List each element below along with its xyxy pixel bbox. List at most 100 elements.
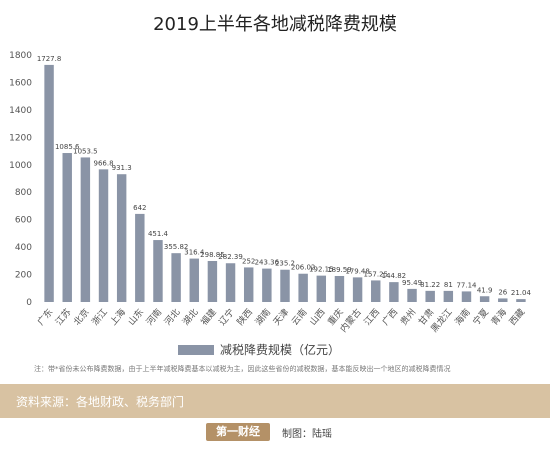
x-tick-label: 江西 xyxy=(362,307,382,328)
footer: 第一财经 制图：陆瑶 xyxy=(0,418,550,449)
logo: 第一财经 xyxy=(206,423,270,441)
bar xyxy=(116,174,127,302)
footnote: 注：带*省份未公布降费数据，由于上半年减税降费基本以减税为主，因此这些省份的减税… xyxy=(34,365,451,373)
chart-title: 2019上半年各地减税降费规模 xyxy=(153,14,397,35)
x-tick-label: 西藏 xyxy=(506,306,527,328)
data-label: 144.82 xyxy=(382,272,407,280)
bar xyxy=(461,291,472,302)
data-label: 282.39 xyxy=(218,253,243,261)
y-tick-label: 1400 xyxy=(9,106,32,116)
bar xyxy=(153,240,163,302)
bar xyxy=(316,275,327,302)
x-tick-label: 广东 xyxy=(35,306,56,328)
y-tick-label: 1000 xyxy=(9,161,32,171)
x-tick-label: 浙江 xyxy=(89,306,110,328)
data-label: 931.3 xyxy=(112,164,132,172)
y-tick-label: 1600 xyxy=(9,78,32,88)
x-tick-label: 山西 xyxy=(308,307,328,328)
bar xyxy=(498,298,508,302)
source-bar: 资料来源：各地财政、税务部门 xyxy=(0,384,550,418)
data-label: 21.04 xyxy=(511,289,532,297)
data-label: 95.49 xyxy=(402,279,422,287)
data-label: 77.14 xyxy=(456,281,477,289)
bar xyxy=(516,299,526,302)
data-label: 642 xyxy=(133,204,146,212)
x-tick-label: 陕西 xyxy=(234,306,255,328)
data-label: 451.4 xyxy=(148,230,169,238)
x-tick-label: 贵州 xyxy=(398,306,419,328)
bar xyxy=(98,169,109,302)
data-label: 81 xyxy=(444,281,453,289)
bar xyxy=(352,277,363,302)
data-label: 1085.6 xyxy=(55,143,80,151)
x-tick-label: 河南 xyxy=(143,306,164,328)
y-axis: 0 200 400 600 800 1000 1200 1400 1600 1800 xyxy=(9,51,32,308)
source-text: 资料来源：各地财政、税务部门 xyxy=(16,395,185,409)
x-tick-label: 河北 xyxy=(162,306,183,328)
bar xyxy=(225,263,236,302)
data-label: 316.4 xyxy=(184,249,205,257)
x-tick-label: 湖南 xyxy=(252,306,273,328)
x-tick-label: 云南 xyxy=(289,306,310,328)
bar-chart: 0 200 400 600 800 1000 1200 1400 1600 1800 1727.8… xyxy=(9,51,532,357)
bar xyxy=(44,64,54,303)
data-label: 355.82 xyxy=(164,243,189,251)
x-tick-label: 海南 xyxy=(452,306,473,328)
y-tick-label: 800 xyxy=(15,188,32,198)
data-label: 966.8 xyxy=(93,159,113,167)
data-label: 206.02 xyxy=(291,264,316,272)
x-tick-label: 宁夏 xyxy=(470,306,491,328)
x-tick-label: 上海 xyxy=(107,306,128,328)
bar xyxy=(135,213,145,302)
bar xyxy=(334,275,345,302)
y-tick-label: 600 xyxy=(15,216,32,226)
bar xyxy=(243,267,254,302)
data-label: 252 xyxy=(242,257,255,265)
y-tick-label: 1200 xyxy=(9,133,32,143)
legend-swatch xyxy=(178,345,214,355)
x-tick-label: 天津 xyxy=(271,307,291,328)
data-label: 298.85 xyxy=(200,251,225,259)
data-label: 189.59 xyxy=(327,266,352,274)
data-label: 1053.5 xyxy=(73,147,98,155)
bar xyxy=(443,290,454,302)
x-tick-label: 江苏 xyxy=(53,306,74,328)
bar xyxy=(371,280,381,302)
y-tick-label: 1800 xyxy=(9,51,32,61)
x-tick-label: 山东 xyxy=(125,306,146,328)
x-tick-label: 广西 xyxy=(379,306,400,328)
x-tick-label: 福建 xyxy=(198,306,219,328)
bar xyxy=(262,268,272,302)
y-tick-label: 200 xyxy=(15,271,32,281)
bar xyxy=(207,260,218,302)
bar xyxy=(171,253,181,302)
data-label: 1727.8 xyxy=(37,55,62,63)
x-tick-label: 辽宁 xyxy=(216,306,237,328)
bar xyxy=(62,153,72,302)
y-tick-label: 0 xyxy=(26,298,32,308)
y-tick-label: 400 xyxy=(15,243,32,253)
credit-text: 制图：陆瑶 xyxy=(282,429,332,440)
data-label: 41.9 xyxy=(477,286,493,294)
bar xyxy=(80,157,91,302)
bar xyxy=(389,282,399,302)
bar xyxy=(298,273,308,302)
x-tick-label: 湖北 xyxy=(181,307,201,328)
x-tick-label: 北京 xyxy=(71,306,92,328)
bar xyxy=(407,288,417,302)
x-tick-label: 青海 xyxy=(488,306,509,328)
legend-label: 减税降费规模（亿元） xyxy=(220,342,340,357)
legend: 减税降费规模（亿元） xyxy=(178,342,340,357)
data-label: 192.15 xyxy=(309,266,334,274)
bars: 1727.8 广东 1085.6 江苏 1053.5 北京 966.8 浙江 931.3 上海 64… xyxy=(35,55,532,335)
bar xyxy=(280,269,290,302)
data-label: 179.48 xyxy=(345,267,370,275)
data-label: 157.25 xyxy=(363,270,388,278)
data-label: 235.2 xyxy=(275,260,295,268)
data-label: 81.22 xyxy=(420,281,440,289)
bar xyxy=(479,296,490,302)
bar xyxy=(425,290,435,302)
data-label: 26 xyxy=(498,288,507,296)
bar xyxy=(189,258,199,302)
